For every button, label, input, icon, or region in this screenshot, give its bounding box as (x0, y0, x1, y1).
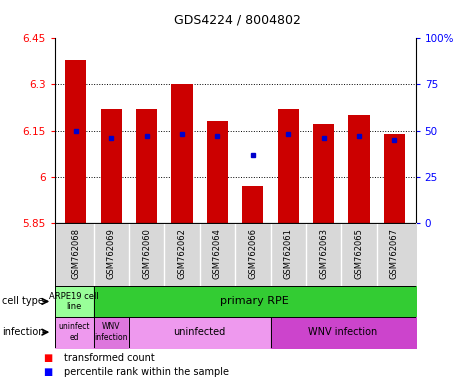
Text: ■: ■ (43, 353, 52, 363)
Text: GSM762069: GSM762069 (107, 228, 116, 279)
Bar (277, 109, 299, 223)
Text: primary RPE: primary RPE (220, 296, 289, 306)
Bar (242, 186, 264, 223)
Text: GDS4224 / 8004802: GDS4224 / 8004802 (174, 13, 301, 26)
Text: uninfected: uninfected (173, 327, 226, 337)
Text: GSM762067: GSM762067 (390, 228, 399, 279)
Bar (136, 109, 157, 223)
Text: GSM762065: GSM762065 (354, 228, 363, 279)
Text: cell type: cell type (2, 296, 44, 306)
Text: infection: infection (2, 327, 45, 337)
Text: GSM762066: GSM762066 (248, 228, 257, 279)
Bar (101, 109, 122, 223)
Bar (171, 84, 193, 223)
Bar (313, 124, 334, 223)
Text: GSM762063: GSM762063 (319, 228, 328, 279)
Bar (384, 134, 405, 223)
Text: uninfect
ed: uninfect ed (58, 323, 90, 342)
Text: GSM762060: GSM762060 (142, 228, 151, 279)
Bar (348, 115, 370, 223)
Text: WNV infection: WNV infection (308, 327, 378, 337)
Text: ARPE19 cell
line: ARPE19 cell line (49, 292, 99, 311)
Text: GSM762061: GSM762061 (284, 228, 293, 279)
Text: GSM762064: GSM762064 (213, 228, 222, 279)
Text: GSM762062: GSM762062 (178, 228, 187, 279)
Text: ■: ■ (43, 367, 52, 377)
Bar (65, 60, 86, 223)
Text: percentile rank within the sample: percentile rank within the sample (64, 367, 229, 377)
Text: GSM762068: GSM762068 (71, 228, 80, 279)
Text: transformed count: transformed count (64, 353, 155, 363)
Bar (207, 121, 228, 223)
Text: WNV
infection: WNV infection (95, 323, 128, 342)
